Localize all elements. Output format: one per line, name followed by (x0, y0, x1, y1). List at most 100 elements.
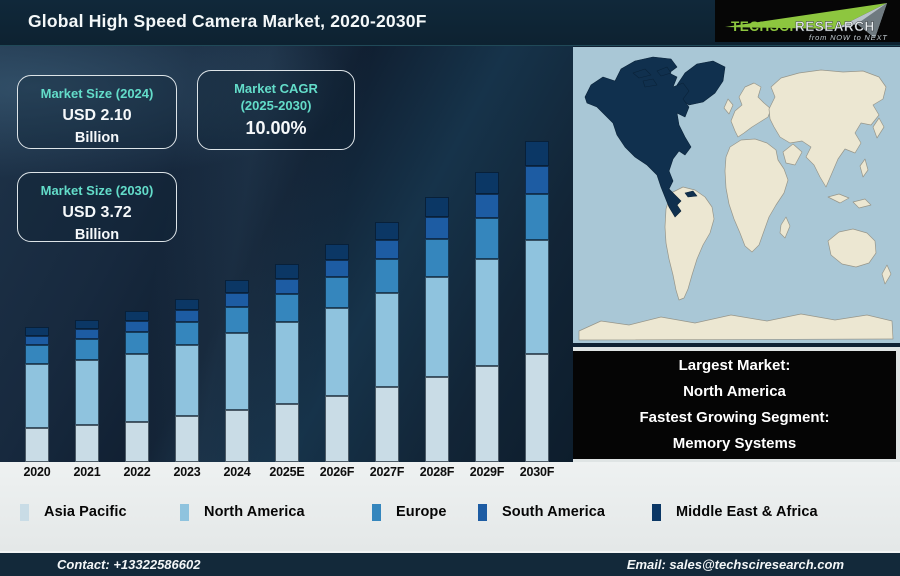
bar-segment (75, 339, 99, 360)
market-size-2030-box: Market Size (2030) USD 3.72 Billion (17, 172, 177, 243)
largest-market-callout: Largest Market: North America Fastest Gr… (573, 351, 896, 459)
bar-segment (425, 377, 449, 462)
bar-segment (225, 307, 249, 333)
bar-segment (375, 387, 399, 462)
bar-plot (0, 46, 573, 462)
market-cagr-box: Market CAGR (2025-2030) 10.00% (197, 70, 355, 150)
legend-item-middle-east-africa: Middle East & Africa (652, 502, 818, 522)
bar-segment (475, 218, 499, 259)
logo-brand-primary: TECHSCI (731, 19, 794, 34)
bar-segment (125, 354, 149, 422)
world-map (573, 47, 900, 343)
callout-line: Fastest Growing Segment: (639, 409, 830, 426)
stacked-bar-2023 (175, 299, 199, 462)
bar-segment (325, 260, 349, 277)
bar-segment (325, 308, 349, 396)
bar-segment (425, 197, 449, 217)
x-axis-label-2023: 2023 (173, 465, 201, 479)
x-axis-label-2026F: 2026F (319, 465, 355, 479)
bar-segment (275, 279, 299, 294)
logo-graphic: TECHSCI RESEARCH from NOW to NEXT (725, 3, 888, 42)
bar-segment (125, 321, 149, 332)
stacked-bar-2025E (275, 264, 299, 462)
callout-line: Largest Market: (678, 357, 791, 374)
legend-item-north-america: North America (180, 502, 305, 522)
info-box-subtitle: (2025-2030) (240, 98, 312, 113)
bar-segment (275, 322, 299, 404)
bar-segment (525, 240, 549, 354)
bar-segment (525, 166, 549, 194)
bar-segment (425, 277, 449, 377)
legend-item-asia-pacific: Asia Pacific (20, 502, 127, 522)
bar-segment (25, 336, 49, 345)
x-axis-label-2030F: 2030F (519, 465, 555, 479)
bar-segment (375, 293, 399, 387)
stacked-bar-2021 (75, 320, 99, 462)
bar-segment (275, 404, 299, 462)
logo-tagline: from NOW to NEXT (809, 33, 888, 42)
bar-segment (125, 311, 149, 321)
bar-segment (25, 327, 49, 336)
legend-swatch-icon (478, 503, 487, 521)
legend-label: Middle East & Africa (676, 504, 818, 520)
bar-segment (525, 194, 549, 240)
stacked-bar-2027F (375, 222, 399, 462)
bar-segment (425, 239, 449, 277)
bar-segment (175, 416, 199, 462)
bar-segment (325, 277, 349, 308)
bar-segment (275, 294, 299, 322)
right-panel: Largest Market: North America Fastest Gr… (573, 46, 900, 462)
header-bar: Global High Speed Camera Market, 2020-20… (0, 0, 900, 46)
x-axis-label-2029F: 2029F (469, 465, 505, 479)
bar-segment (475, 259, 499, 366)
bar-segment (425, 217, 449, 239)
legend-label: South America (502, 504, 606, 520)
map-north-america-highlight (584, 56, 726, 218)
bar-segment (325, 396, 349, 462)
bar-segment (525, 141, 549, 166)
info-box-title: Market Size (2030) (40, 183, 154, 198)
bar-segment (75, 329, 99, 339)
legend-label: Europe (396, 504, 447, 520)
bar-segment (175, 299, 199, 310)
bar-segment (525, 354, 549, 462)
stacked-bar-2029F (475, 172, 499, 462)
bar-segment (25, 345, 49, 364)
x-axis-label-2024: 2024 (223, 465, 251, 479)
info-box-unit: Billion (74, 130, 120, 146)
bar-segment (175, 310, 199, 322)
chart-panel: Market Size (2024) USD 2.10 Billion Mark… (0, 46, 573, 462)
stacked-bar-2022 (125, 311, 149, 462)
legend-swatch-icon (372, 503, 381, 521)
bar-segment (325, 244, 349, 260)
bar-segment (225, 280, 249, 293)
callout-line: Memory Systems (672, 435, 797, 452)
stacked-bar-2024 (225, 280, 249, 462)
bar-segment (125, 422, 149, 462)
x-axis-label-2028F: 2028F (419, 465, 455, 479)
bar-segment (475, 172, 499, 194)
footer-bar: Contact: +13322586602 Email: sales@techs… (0, 551, 900, 576)
map-land (578, 69, 894, 341)
bar-segment (375, 259, 399, 293)
callout-wrap: Largest Market: North America Fastest Gr… (573, 347, 900, 462)
info-box-unit: Billion (74, 227, 120, 243)
bar-segment (175, 322, 199, 345)
bar-segment (175, 345, 199, 416)
legend-swatch-icon (20, 503, 29, 521)
stacked-bar-2028F (425, 197, 449, 462)
page-title: Global High Speed Camera Market, 2020-20… (28, 11, 427, 31)
bar-segment (75, 425, 99, 462)
bar-segment (475, 194, 499, 218)
legend-swatch-icon (652, 503, 661, 521)
legend-item-europe: Europe (372, 502, 447, 522)
callout-line: North America (683, 383, 786, 400)
bar-segment (125, 332, 149, 354)
info-box-title: Market CAGR (234, 81, 318, 96)
bar-segment (25, 428, 49, 462)
x-axis-label-2027F: 2027F (369, 465, 405, 479)
logo-arrow-icon (725, 3, 887, 29)
x-axis-label-2022: 2022 (123, 465, 151, 479)
legend-swatch-icon (180, 503, 189, 521)
